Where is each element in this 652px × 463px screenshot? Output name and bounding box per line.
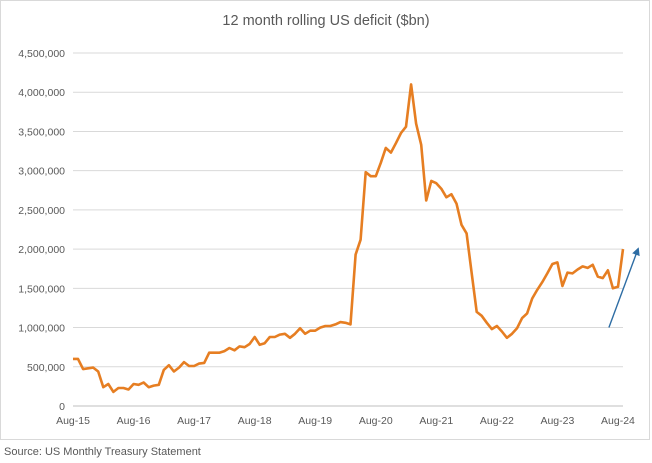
source-note: Source: US Monthly Treasury Statement — [4, 446, 201, 458]
y-tick-label: 1,000,000 — [18, 323, 65, 335]
x-tick-label: Aug-15 — [56, 415, 90, 427]
x-tick-label: Aug-18 — [238, 415, 272, 427]
x-tick-label: Aug-17 — [177, 415, 211, 427]
trend-arrow — [608, 247, 640, 328]
x-tick-label: Aug-20 — [359, 415, 393, 427]
x-tick-label: Aug-21 — [419, 415, 453, 427]
y-tick-label: 1,500,000 — [18, 283, 65, 295]
annotation-layer — [608, 247, 640, 328]
y-tick-label: 3,500,000 — [18, 126, 65, 138]
gridlines — [73, 52, 623, 407]
y-tick-label: 0 — [59, 401, 65, 413]
line-chart: 0 500,000 1,000,000 1,500,000 2,000,000 2,500… — [18, 48, 640, 427]
y-tick-label: 2,500,000 — [18, 205, 65, 217]
x-tick-label: Aug-22 — [480, 415, 514, 427]
y-tick-label: 3,000,000 — [18, 166, 65, 178]
x-tick-label: Aug-24 — [601, 415, 635, 427]
chart-title: 12 month rolling US deficit ($bn) — [222, 13, 430, 29]
x-tick-label: Aug-16 — [117, 415, 151, 427]
x-axis-ticks: Aug-15 Aug-16 Aug-17 Aug-18 Aug-19 Aug-20 Aug-… — [56, 415, 635, 427]
series-line — [73, 83, 625, 394]
x-tick-label: Aug-23 — [540, 415, 574, 427]
y-axis-ticks: 0 500,000 1,000,000 1,500,000 2,000,000 2,500… — [18, 48, 65, 413]
x-tick-label: Aug-19 — [298, 415, 332, 427]
chart-frame: 12 month rolling US deficit ($bn) 0 500,0… — [0, 0, 650, 440]
y-tick-label: 4,000,000 — [18, 87, 65, 99]
y-tick-label: 2,000,000 — [18, 244, 65, 256]
series-layer — [72, 83, 625, 394]
y-tick-label: 4,500,000 — [18, 48, 65, 60]
y-tick-label: 500,000 — [27, 362, 65, 374]
